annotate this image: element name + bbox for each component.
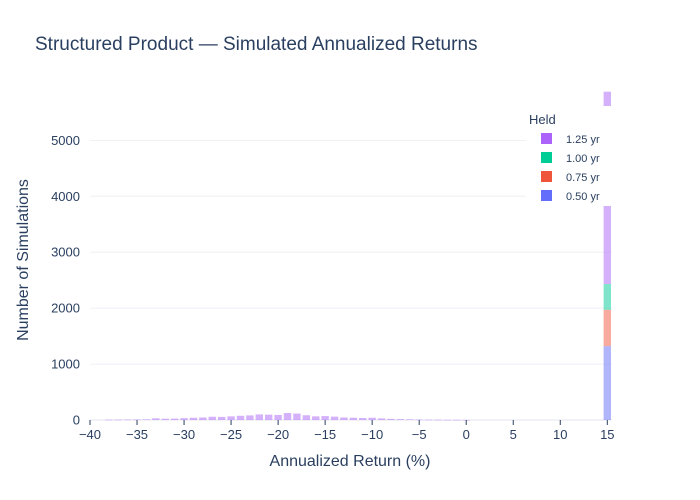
histogram-bar[interactable]	[133, 419, 141, 421]
chart-title: Structured Product — Simulated Annualize…	[35, 34, 478, 55]
histogram-bar[interactable]	[105, 419, 113, 421]
histogram-bar[interactable]	[603, 346, 611, 420]
x-axis-title: Annualized Return (%)	[270, 453, 431, 470]
y-axis-ticks: 0 1000 2000 3000 4000 5000	[51, 133, 80, 428]
y-tick-label: 4000	[51, 189, 80, 204]
legend-item-label[interactable]: 0.75 yr	[566, 172, 600, 184]
histogram-bar[interactable]	[396, 419, 405, 420]
histogram-bar[interactable]	[293, 413, 301, 420]
histogram-bar[interactable]	[359, 418, 367, 420]
x-tick-label: −10	[361, 427, 383, 442]
histogram-bar[interactable]	[302, 415, 311, 420]
histogram-bar[interactable]	[152, 418, 160, 420]
histogram-bar[interactable]	[415, 419, 423, 421]
histogram-bar[interactable]	[321, 416, 329, 420]
x-tick-label: 5	[510, 427, 517, 442]
x-tick-label: −35	[126, 427, 148, 442]
histogram-bar[interactable]	[349, 417, 358, 420]
histogram-bar[interactable]	[330, 416, 339, 420]
legend-swatch[interactable]	[541, 190, 552, 201]
legend-item-label[interactable]: 0.50 yr	[566, 191, 600, 203]
histogram-bar[interactable]	[312, 416, 320, 420]
x-tick-label: −20	[267, 427, 289, 442]
histogram-bar[interactable]	[142, 419, 151, 420]
histogram-bar[interactable]	[453, 419, 461, 421]
x-tick-label: −5	[412, 427, 427, 442]
histogram-bar[interactable]	[340, 417, 348, 420]
y-tick-label: 5000	[51, 133, 80, 148]
histogram-bar[interactable]	[274, 414, 282, 420]
y-axis-title: Number of Simulations	[15, 179, 32, 341]
legend-background	[526, 106, 612, 206]
histogram-bar[interactable]	[227, 416, 235, 420]
histogram-bar[interactable]	[603, 309, 611, 347]
x-tick-label: 15	[600, 427, 614, 442]
x-tick-label: −30	[173, 427, 195, 442]
histogram-bar[interactable]	[199, 417, 207, 420]
legend-swatch[interactable]	[541, 171, 552, 182]
legend-item-label[interactable]: 1.00 yr	[566, 153, 600, 165]
x-tick-label: −40	[79, 427, 101, 442]
x-tick-label: −15	[314, 427, 336, 442]
legend-swatch[interactable]	[541, 133, 552, 144]
histogram-bar[interactable]	[170, 418, 179, 420]
histogram-bar[interactable]	[208, 416, 216, 420]
legend[interactable]: Held 1.25 yr 1.00 yr 0.75 yr 0.50 yr	[526, 106, 612, 206]
histogram-bar[interactable]	[123, 419, 132, 421]
histogram-bar[interactable]	[377, 418, 386, 420]
histogram-bar[interactable]	[217, 416, 226, 420]
histogram-bar[interactable]	[283, 413, 292, 420]
histogram-bar[interactable]	[443, 419, 452, 421]
x-tick-label: −25	[220, 427, 242, 442]
legend-swatch[interactable]	[541, 152, 552, 163]
x-tick-label: 10	[553, 427, 567, 442]
histogram-bar[interactable]	[368, 417, 376, 420]
legend-title: Held	[529, 112, 556, 127]
histogram-bar[interactable]	[189, 417, 198, 420]
histogram-bar[interactable]	[387, 418, 395, 420]
y-tick-label: 0	[73, 413, 80, 428]
legend-item-label[interactable]: 1.25 yr	[566, 134, 600, 146]
y-tick-label: 1000	[51, 357, 80, 372]
histogram-bar[interactable]	[265, 414, 273, 420]
x-axis-ticks: −40 −35 −30 −25 −20 −15 −10 −5 0 5 10 15	[79, 420, 615, 442]
histogram-bar[interactable]	[236, 415, 245, 420]
y-tick-label: 2000	[51, 301, 80, 316]
histogram-bar[interactable]	[180, 418, 188, 420]
histogram-bar[interactable]	[406, 419, 414, 420]
histogram-bar[interactable]	[255, 414, 263, 420]
y-tick-label: 3000	[51, 245, 80, 260]
histogram-bar[interactable]	[424, 419, 433, 421]
x-tick-label: 0	[463, 427, 470, 442]
histogram-bar[interactable]	[434, 419, 442, 421]
histogram-bar[interactable]	[603, 284, 611, 310]
histogram-bar[interactable]	[114, 419, 122, 421]
histogram-bar[interactable]	[161, 418, 169, 420]
histogram-bar[interactable]	[246, 415, 254, 420]
